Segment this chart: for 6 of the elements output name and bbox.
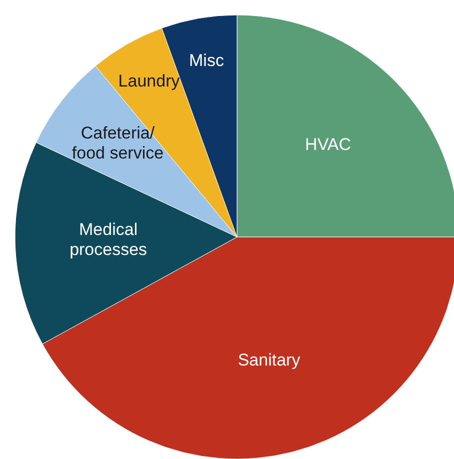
slice-label: Cafeteria/ food service [72,124,164,163]
slice-label: Misc [188,52,224,71]
slice-label: HVAC [305,135,352,154]
slice-label: Medical processes [70,220,148,260]
slice-label: Sanitary [238,351,301,370]
slice-label: Laundry [118,72,180,92]
